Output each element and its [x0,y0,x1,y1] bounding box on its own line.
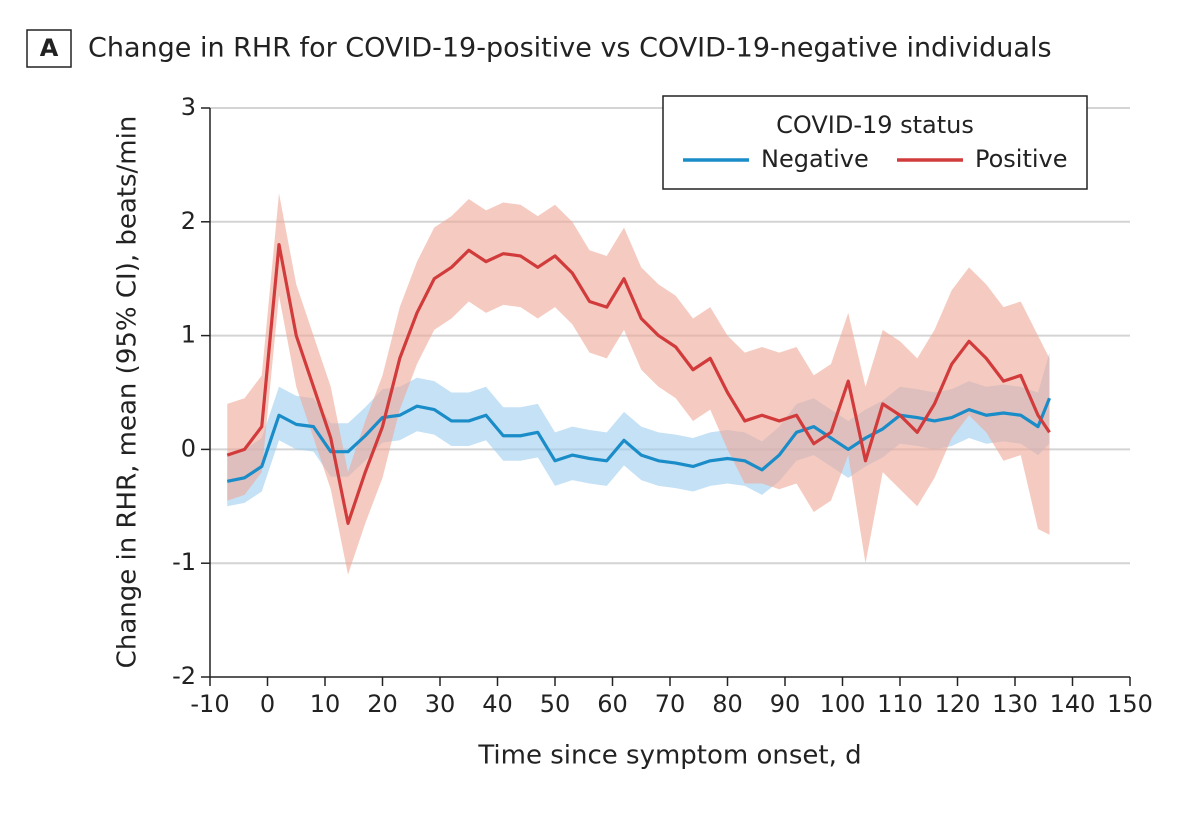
x-tick-label: 140 [1050,690,1096,718]
chart-title: Change in RHR for COVID-19-positive vs C… [88,33,1052,64]
ci-band [227,352,1050,507]
y-tick-label: -2 [172,662,196,690]
legend-label: Positive [975,145,1068,173]
x-tick-label: -10 [190,690,229,718]
legend-label: Negative [761,145,869,173]
ci-band [227,193,1050,575]
x-tick-label: 10 [310,690,341,718]
x-tick-label: 120 [935,690,981,718]
x-tick-label: 80 [712,690,743,718]
x-tick-label: 60 [597,690,628,718]
y-tick-label: 1 [181,321,196,349]
legend-title: COVID-19 status [776,111,974,139]
y-tick-label: 3 [181,93,196,121]
x-tick-label: 20 [367,690,398,718]
x-tick-label: 40 [482,690,513,718]
x-tick-label: 100 [820,690,866,718]
y-tick-label: 2 [181,207,196,235]
x-tick-label: 50 [540,690,571,718]
x-axis-label: Time since symptom onset, d [477,741,861,771]
x-tick-label: 110 [877,690,923,718]
panel-label-box [26,29,72,68]
panel-label: A [40,34,59,62]
y-tick-label: -1 [172,548,196,576]
x-tick-label: 0 [260,690,275,718]
x-tick-label: 150 [1107,690,1153,718]
x-tick-label: 30 [425,690,456,718]
legend-box [662,95,1088,190]
series-line [226,397,1051,483]
x-tick-label: 90 [770,690,801,718]
series-line [226,242,1051,525]
y-tick-label: 0 [181,434,196,462]
x-tick-label: 70 [655,690,686,718]
y-axis-label: Change in RHR, mean (95% CI), beats/min [113,116,143,669]
x-tick-label: 130 [992,690,1038,718]
